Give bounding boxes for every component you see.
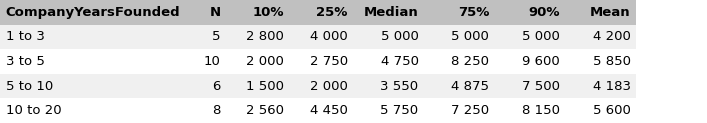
- Text: CompanyYearsFounded: CompanyYearsFounded: [6, 6, 180, 19]
- FancyBboxPatch shape: [566, 98, 636, 123]
- FancyBboxPatch shape: [290, 25, 354, 49]
- Text: 2 800: 2 800: [246, 30, 284, 43]
- Text: 4 750: 4 750: [380, 55, 419, 68]
- Text: 8 150: 8 150: [522, 104, 560, 117]
- Text: 2 560: 2 560: [246, 104, 284, 117]
- FancyBboxPatch shape: [495, 98, 566, 123]
- Text: 8 250: 8 250: [451, 55, 489, 68]
- Text: 6: 6: [212, 80, 221, 93]
- FancyBboxPatch shape: [354, 74, 424, 98]
- Text: 7 250: 7 250: [451, 104, 489, 117]
- FancyBboxPatch shape: [226, 49, 290, 74]
- Text: Median: Median: [364, 6, 419, 19]
- FancyBboxPatch shape: [226, 74, 290, 98]
- Text: 5 000: 5 000: [522, 30, 560, 43]
- FancyBboxPatch shape: [354, 0, 424, 25]
- Text: 5 850: 5 850: [592, 55, 631, 68]
- FancyBboxPatch shape: [566, 25, 636, 49]
- Text: 5 750: 5 750: [380, 104, 419, 117]
- FancyBboxPatch shape: [184, 25, 226, 49]
- FancyBboxPatch shape: [566, 0, 636, 25]
- FancyBboxPatch shape: [495, 74, 566, 98]
- FancyBboxPatch shape: [290, 98, 354, 123]
- Text: 90%: 90%: [528, 6, 560, 19]
- Text: 4 450: 4 450: [310, 104, 348, 117]
- Text: 7 500: 7 500: [522, 80, 560, 93]
- Text: 10: 10: [204, 55, 221, 68]
- Text: 10%: 10%: [252, 6, 284, 19]
- FancyBboxPatch shape: [0, 0, 184, 25]
- FancyBboxPatch shape: [424, 0, 495, 25]
- Text: 9 600: 9 600: [522, 55, 560, 68]
- FancyBboxPatch shape: [0, 49, 184, 74]
- Text: 1 500: 1 500: [246, 80, 284, 93]
- Text: 5: 5: [212, 30, 221, 43]
- Text: 3 to 5: 3 to 5: [6, 55, 45, 68]
- Text: 25%: 25%: [317, 6, 348, 19]
- FancyBboxPatch shape: [226, 0, 290, 25]
- FancyBboxPatch shape: [566, 49, 636, 74]
- Text: 5 000: 5 000: [451, 30, 489, 43]
- FancyBboxPatch shape: [495, 25, 566, 49]
- Text: 1 to 3: 1 to 3: [6, 30, 45, 43]
- FancyBboxPatch shape: [226, 98, 290, 123]
- FancyBboxPatch shape: [290, 74, 354, 98]
- FancyBboxPatch shape: [424, 74, 495, 98]
- FancyBboxPatch shape: [354, 49, 424, 74]
- FancyBboxPatch shape: [290, 49, 354, 74]
- FancyBboxPatch shape: [290, 0, 354, 25]
- Text: 2 750: 2 750: [310, 55, 348, 68]
- Text: 2 000: 2 000: [310, 80, 348, 93]
- FancyBboxPatch shape: [0, 74, 184, 98]
- FancyBboxPatch shape: [184, 0, 226, 25]
- Text: 75%: 75%: [458, 6, 489, 19]
- Text: 5 to 10: 5 to 10: [6, 80, 53, 93]
- Text: 4 183: 4 183: [592, 80, 631, 93]
- Text: Mean: Mean: [590, 6, 631, 19]
- Text: 2 000: 2 000: [246, 55, 284, 68]
- Text: 4 200: 4 200: [592, 30, 631, 43]
- Text: 5 600: 5 600: [592, 104, 631, 117]
- Text: 4 000: 4 000: [310, 30, 348, 43]
- Text: N: N: [209, 6, 221, 19]
- FancyBboxPatch shape: [184, 49, 226, 74]
- FancyBboxPatch shape: [424, 25, 495, 49]
- FancyBboxPatch shape: [354, 25, 424, 49]
- Text: 5 000: 5 000: [380, 30, 419, 43]
- FancyBboxPatch shape: [495, 0, 566, 25]
- Text: 10 to 20: 10 to 20: [6, 104, 62, 117]
- FancyBboxPatch shape: [226, 25, 290, 49]
- FancyBboxPatch shape: [184, 74, 226, 98]
- Text: 3 550: 3 550: [380, 80, 419, 93]
- FancyBboxPatch shape: [424, 98, 495, 123]
- FancyBboxPatch shape: [495, 49, 566, 74]
- FancyBboxPatch shape: [0, 98, 184, 123]
- Text: 8: 8: [212, 104, 221, 117]
- FancyBboxPatch shape: [566, 74, 636, 98]
- Text: 4 875: 4 875: [451, 80, 489, 93]
- FancyBboxPatch shape: [184, 98, 226, 123]
- FancyBboxPatch shape: [354, 98, 424, 123]
- FancyBboxPatch shape: [424, 49, 495, 74]
- FancyBboxPatch shape: [0, 25, 184, 49]
